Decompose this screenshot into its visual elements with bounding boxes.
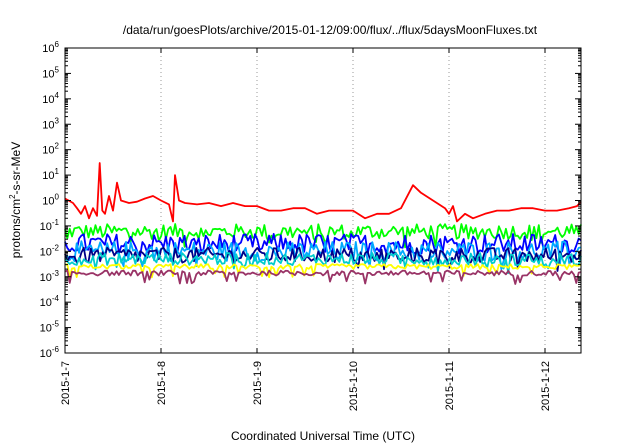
y-tick-label: 101 — [42, 167, 59, 182]
x-tick-label: 2015-1-10 — [348, 361, 360, 411]
x-tick-label: 2015-1-7 — [60, 361, 72, 405]
x-tick-label: 2015-1-8 — [156, 361, 168, 405]
series-line-0 — [64, 162, 582, 223]
chart-title: /data/run/goesPlots/archive/2015-01-12/0… — [123, 23, 538, 37]
y-tick-label: 10-1 — [40, 218, 60, 233]
series-line-5 — [64, 252, 582, 275]
y-tick-label: 10-5 — [40, 320, 60, 335]
x-axis: 2015-1-7 2015-1-8 2015-1-9 2015-1-10 2015-1-… — [60, 48, 552, 411]
x-axis-label: Coordinated Universal Time (UTC) — [231, 429, 415, 443]
y-tick-label: 10-3 — [40, 269, 60, 284]
y-label-post: -s-sr-MeV — [9, 142, 23, 195]
y-axis-label: protons/cm2-s-sr-MeV — [8, 142, 23, 258]
series-line-4 — [64, 246, 582, 272]
x-tick-label: 2015-1-9 — [252, 361, 264, 405]
series-line-1 — [64, 223, 582, 249]
grid — [160, 48, 546, 353]
y-tick-label: 104 — [42, 91, 59, 106]
y-tick-label: 106 — [42, 40, 59, 55]
y-axis: 10-6 10-5 10-4 10-3 10-2 10-1 100 101 102 103 104 1… — [40, 40, 581, 360]
y-tick-label: 103 — [42, 116, 59, 131]
x-tick-label: 2015-1-12 — [540, 361, 552, 411]
y-tick-label: 100 — [42, 193, 59, 208]
series-group — [64, 162, 582, 285]
y-tick-label: 10-4 — [40, 294, 60, 309]
y-label-sup: 2 — [8, 194, 17, 199]
y-tick-label: 102 — [42, 142, 59, 157]
y-tick-label: 105 — [42, 65, 59, 80]
y-tick-label: 10-2 — [40, 243, 60, 258]
series-line-7 — [64, 269, 582, 285]
y-tick-label: 10-6 — [40, 345, 60, 360]
x-tick-label: 2015-1-11 — [444, 361, 456, 410]
y-label-pre: protons/cm — [9, 199, 23, 258]
